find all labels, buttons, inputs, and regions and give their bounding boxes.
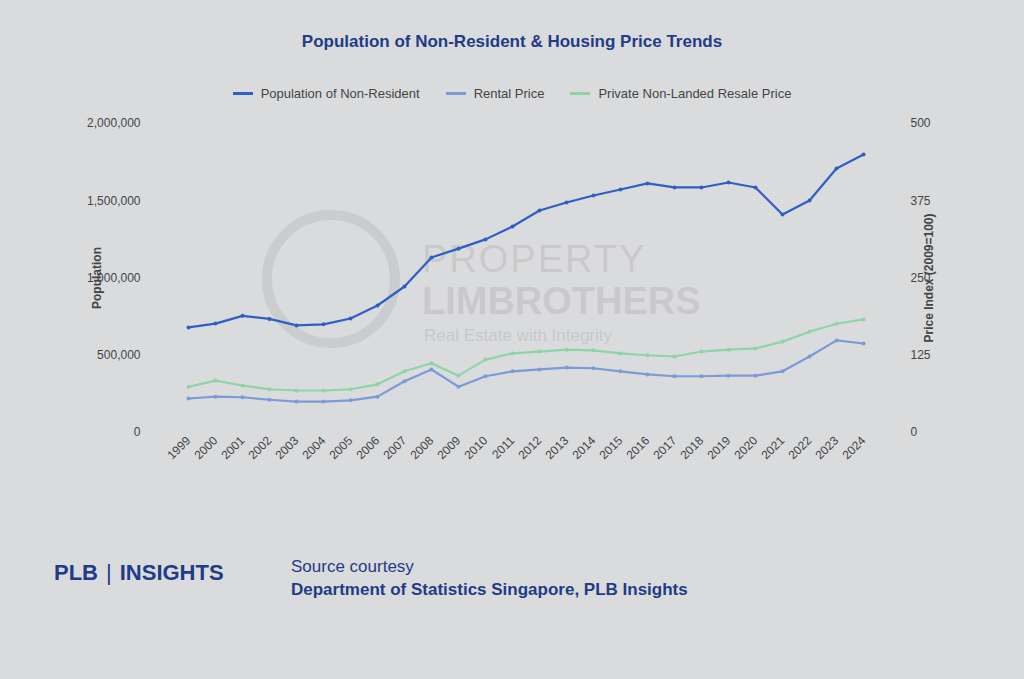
svg-text:2000: 2000 xyxy=(192,433,221,462)
svg-text:2019: 2019 xyxy=(705,433,734,462)
svg-text:500: 500 xyxy=(911,116,931,130)
svg-text:2012: 2012 xyxy=(516,433,545,462)
svg-text:375: 375 xyxy=(911,194,931,208)
svg-text:2016: 2016 xyxy=(624,433,653,462)
svg-text:1,500,000: 1,500,000 xyxy=(87,194,141,208)
svg-text:2,000,000: 2,000,000 xyxy=(87,116,141,130)
svg-text:1999: 1999 xyxy=(165,433,194,462)
svg-text:2014: 2014 xyxy=(570,433,599,462)
svg-text:2020: 2020 xyxy=(732,433,761,462)
svg-text:2010: 2010 xyxy=(462,433,491,462)
svg-text:2023: 2023 xyxy=(813,433,842,462)
svg-text:2008: 2008 xyxy=(408,433,437,462)
svg-text:2004: 2004 xyxy=(300,433,329,462)
svg-text:2007: 2007 xyxy=(381,433,410,462)
svg-text:2002: 2002 xyxy=(246,433,275,462)
svg-text:2005: 2005 xyxy=(327,433,356,462)
svg-text:2003: 2003 xyxy=(273,433,302,462)
svg-text:2018: 2018 xyxy=(678,433,707,462)
svg-text:2013: 2013 xyxy=(543,433,572,462)
svg-text:2017: 2017 xyxy=(651,433,680,462)
svg-text:0: 0 xyxy=(134,425,141,439)
svg-text:0: 0 xyxy=(911,425,918,439)
svg-text:500,000: 500,000 xyxy=(97,348,141,362)
svg-text:2001: 2001 xyxy=(219,433,248,462)
svg-text:2024: 2024 xyxy=(840,433,869,462)
svg-text:2009: 2009 xyxy=(435,433,464,462)
svg-text:2021: 2021 xyxy=(759,433,788,462)
svg-text:2015: 2015 xyxy=(597,433,626,462)
svg-text:2006: 2006 xyxy=(354,433,383,462)
svg-text:2011: 2011 xyxy=(489,433,517,461)
svg-text:2022: 2022 xyxy=(786,433,815,462)
svg-text:125: 125 xyxy=(911,348,931,362)
